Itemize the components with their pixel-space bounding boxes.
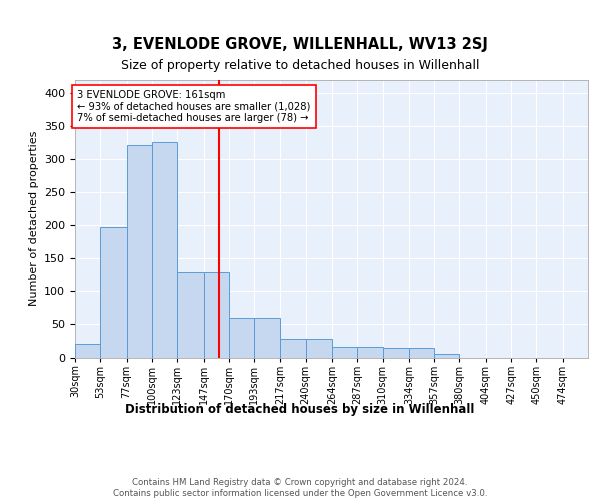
Y-axis label: Number of detached properties: Number of detached properties (29, 131, 38, 306)
Text: 3 EVENLODE GROVE: 161sqm
← 93% of detached houses are smaller (1,028)
7% of semi: 3 EVENLODE GROVE: 161sqm ← 93% of detach… (77, 90, 311, 123)
Bar (332, 347, 358, 358)
Bar (280, 339, 305, 357)
Text: Distribution of detached houses by size in Willenhall: Distribution of detached houses by size … (125, 402, 475, 415)
Bar (229, 318, 254, 358)
Text: Size of property relative to detached houses in Willenhall: Size of property relative to detached ho… (121, 60, 479, 72)
Text: 3, EVENLODE GROVE, WILLENHALL, WV13 2SJ: 3, EVENLODE GROVE, WILLENHALL, WV13 2SJ (112, 38, 488, 52)
Bar (152, 142, 177, 358)
Bar (383, 348, 409, 358)
Bar (127, 144, 152, 358)
Bar (305, 339, 332, 357)
Bar (177, 272, 203, 358)
Text: Contains HM Land Registry data © Crown copyright and database right 2024.
Contai: Contains HM Land Registry data © Crown c… (113, 478, 487, 498)
Bar (203, 272, 229, 358)
Bar (254, 318, 280, 358)
Bar (75, 344, 100, 358)
Bar (358, 347, 383, 358)
Bar (100, 226, 127, 358)
Bar (409, 348, 434, 358)
Bar (434, 354, 460, 358)
